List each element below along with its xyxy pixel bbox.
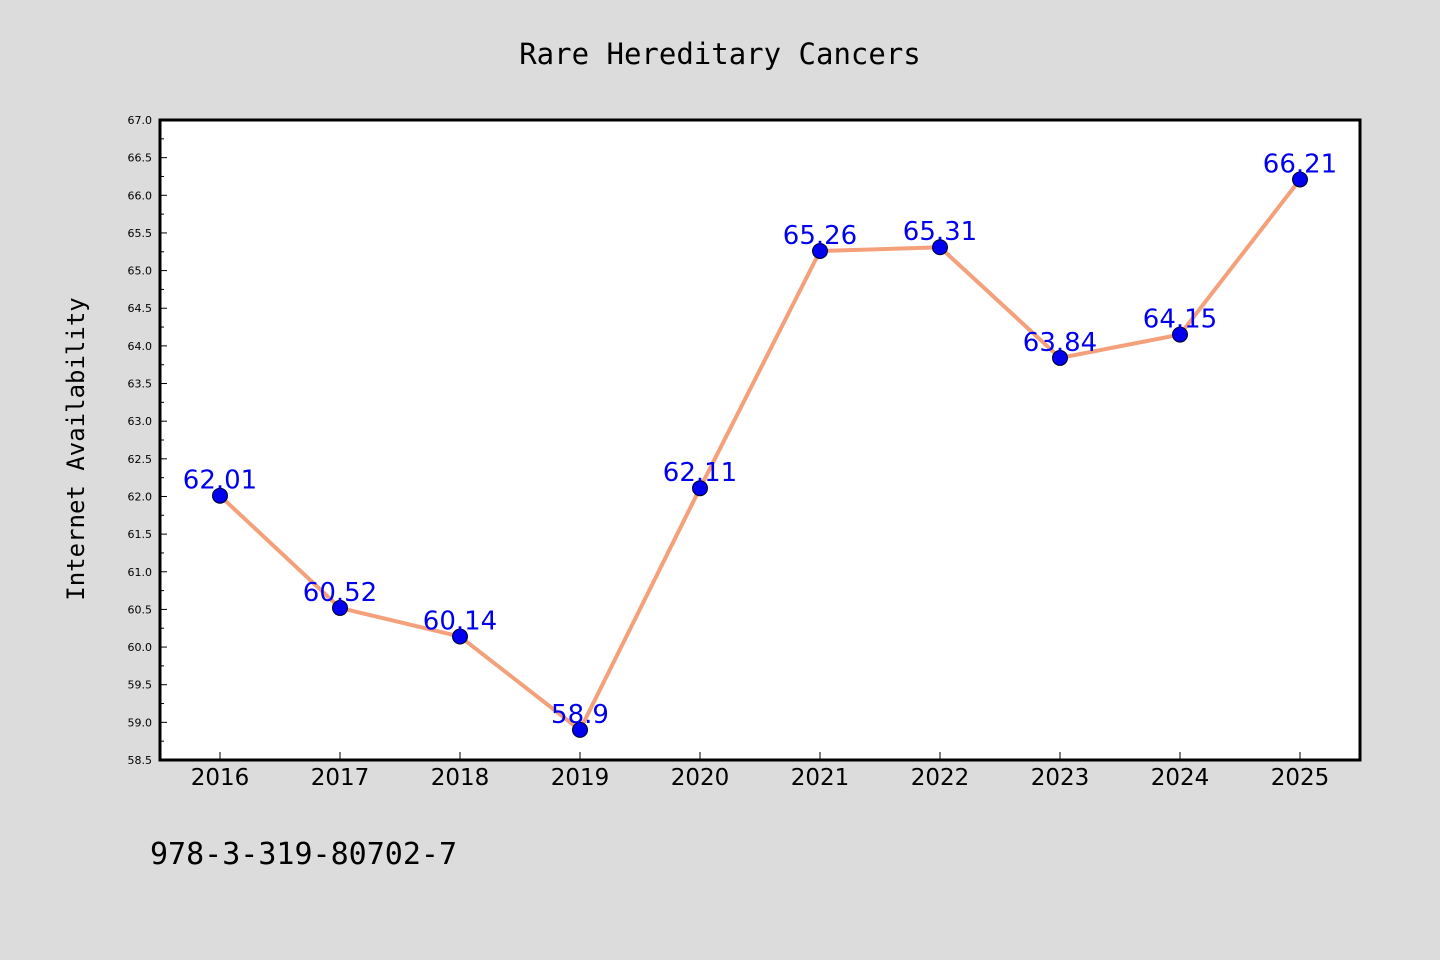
data-label: 60.14 [423, 607, 497, 637]
x-tick-label: 2018 [431, 765, 490, 791]
data-point [572, 721, 588, 738]
data-point [692, 480, 708, 497]
y-tick-label: 60.0 [128, 641, 153, 654]
data-label: 62.01 [183, 466, 257, 496]
data-label: 62.11 [663, 458, 737, 488]
y-tick-label: 64.5 [128, 302, 153, 315]
x-tick-label: 2023 [1031, 765, 1090, 791]
y-tick-label: 61.5 [128, 528, 153, 541]
data-label: 60.52 [303, 578, 377, 608]
y-tick-label: 67.0 [128, 114, 153, 127]
x-axis-ticks: 2016 2017 2018 2019 2020 2021 2022 2023 2024 2025 [191, 752, 1330, 791]
y-tick-label: 59.5 [128, 679, 153, 692]
footer-code: 978-3-319-80702-7 [150, 837, 457, 872]
y-tick-label: 66.5 [128, 152, 153, 165]
data-point [452, 628, 468, 645]
y-tick-label: 65.5 [128, 227, 153, 240]
plot-area [158, 118, 1362, 762]
data-label: 65.31 [903, 217, 977, 247]
y-tick-label: 61.0 [128, 566, 153, 579]
x-tick-label: 2020 [671, 765, 730, 791]
x-tick-label: 2024 [1151, 765, 1210, 791]
data-point [1052, 349, 1068, 366]
y-tick-label: 58.5 [128, 754, 153, 767]
y-axis-label: Internet Availability [62, 297, 90, 600]
y-tick-label: 63.5 [128, 378, 153, 391]
y-tick-label: 62.5 [128, 453, 153, 466]
data-point [212, 487, 228, 504]
chart-title: Rare Hereditary Cancers [519, 37, 921, 71]
y-tick-label: 60.5 [128, 603, 153, 616]
y-tick-label: 59.0 [128, 716, 153, 729]
data-labels: 62.01 60.52 60.14 58.9 62.11 65.26 65.31 63.84 6… [183, 149, 1337, 729]
x-tick-label: 2017 [311, 765, 370, 791]
data-point [1172, 326, 1188, 343]
y-tick-label: 66.0 [128, 189, 153, 202]
x-tick-label: 2016 [191, 765, 250, 791]
data-label: 63.84 [1023, 328, 1097, 358]
x-tick-label: 2019 [551, 765, 610, 791]
data-point [932, 239, 948, 256]
data-label: 58.9 [551, 700, 609, 730]
data-point [812, 243, 828, 260]
data-point [1292, 171, 1308, 188]
y-tick-label: 62.0 [128, 490, 153, 503]
x-tick-label: 2021 [791, 765, 850, 791]
y-tick-label: 63.0 [128, 415, 153, 428]
data-label: 66.21 [1263, 149, 1337, 179]
y-tick-label: 65.0 [128, 265, 153, 278]
data-point [332, 599, 348, 616]
series-line [218, 178, 1302, 732]
data-label: 64.15 [1143, 305, 1217, 335]
x-tick-label: 2022 [911, 765, 970, 791]
y-tick-label: 64.0 [128, 340, 153, 353]
y-axis-ticks: 58.5 59.0 59.5 60.0 60.5 61.0 61.5 62.0 62.5 63.0… [128, 114, 167, 767]
series-layer [212, 171, 1308, 738]
data-label: 65.26 [783, 221, 857, 251]
x-tick-label: 2025 [1271, 765, 1330, 791]
